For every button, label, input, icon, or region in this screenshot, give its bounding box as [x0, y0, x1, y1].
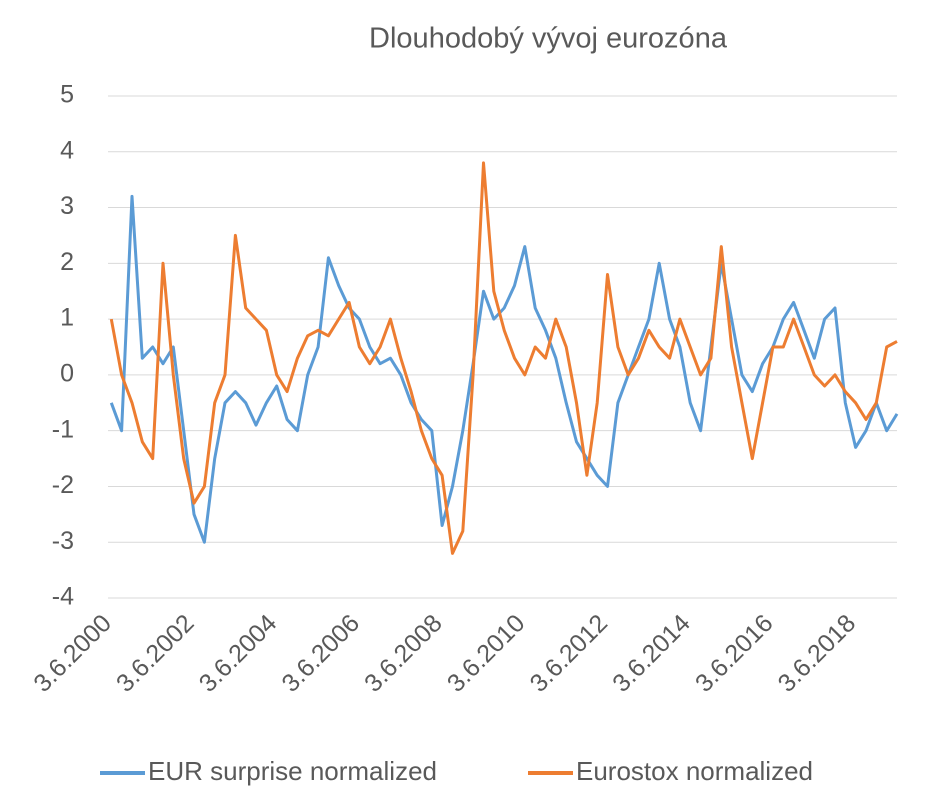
x-tick-label: 3.6.2000 — [28, 609, 117, 698]
y-tick-label: -4 — [52, 583, 74, 611]
legend-label: EUR surprise normalized — [148, 756, 437, 786]
series-line — [109, 161, 898, 555]
series-line — [109, 194, 899, 544]
y-tick-label: 5 — [60, 81, 74, 109]
x-tick-label: 3.6.2014 — [607, 609, 696, 698]
x-tick-label: 3.6.2006 — [276, 609, 365, 698]
x-tick-label: 3.6.2018 — [773, 609, 862, 698]
x-tick-label: 3.6.2004 — [194, 609, 283, 698]
x-tick-label: 3.6.2002 — [111, 609, 200, 698]
y-tick-label: 4 — [60, 136, 74, 164]
y-tick-label: 3 — [60, 192, 74, 220]
x-tick-label: 3.6.2016 — [690, 609, 779, 698]
x-tick-label: 3.6.2012 — [525, 609, 614, 698]
y-tick-label: 0 — [60, 359, 74, 387]
legend-label: Eurostox normalized — [576, 756, 813, 786]
y-tick-label: -3 — [52, 527, 74, 555]
x-tick-label: 3.6.2010 — [442, 609, 531, 698]
y-tick-label: 2 — [60, 248, 74, 276]
y-tick-label: -2 — [52, 471, 74, 499]
y-tick-label: -1 — [52, 415, 74, 443]
y-tick-label: 1 — [60, 304, 74, 332]
chart-title: Dlouhodobý vývoj eurozóna — [369, 23, 728, 55]
x-tick-label: 3.6.2008 — [359, 609, 448, 698]
